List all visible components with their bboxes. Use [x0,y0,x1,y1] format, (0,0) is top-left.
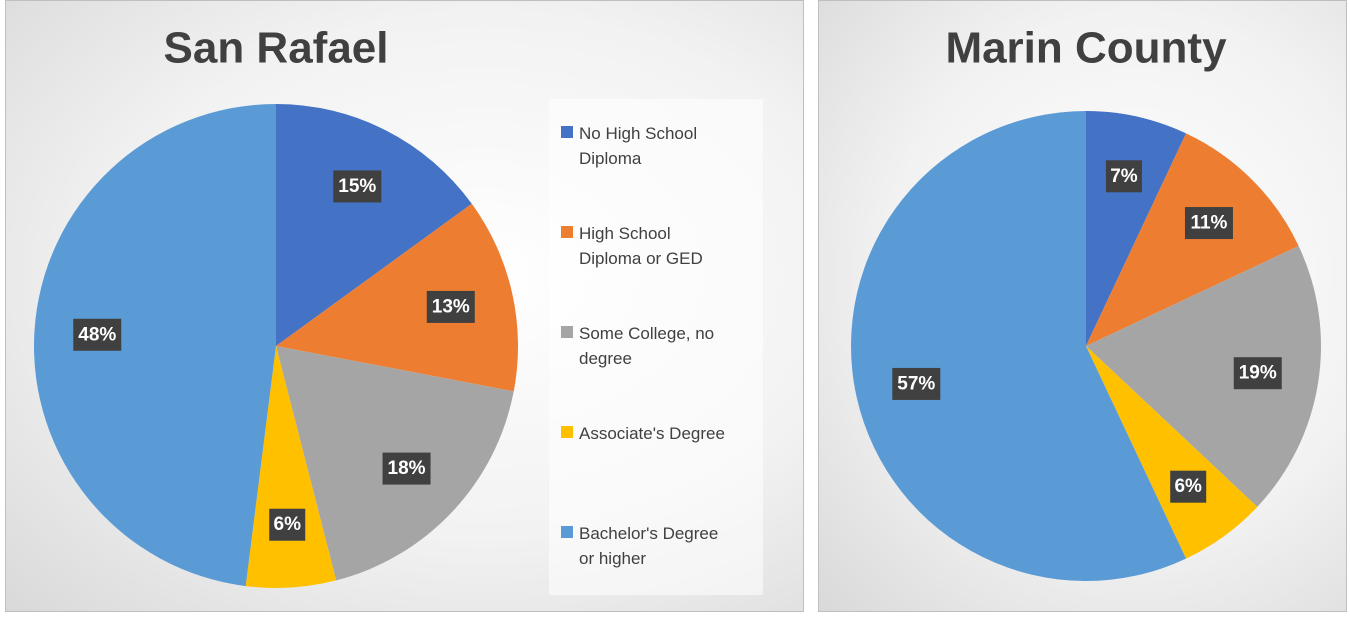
pie-slice [850,111,1187,581]
data-label: 57% [897,373,935,394]
legend-item: High School Diploma or GED [561,221,751,271]
chart: San Rafael 15% 13% 18% 6% 48% [34,24,518,588]
data-label: 18% [388,458,426,479]
chart-title: San Rafael [164,24,389,73]
chart-panel: San Rafael 15% 13% 18% 6% 48% No High School D… [5,0,804,612]
data-label: 11% [1190,213,1227,234]
pie-slice [276,104,472,346]
data-label-box [426,290,475,323]
data-label: 7% [1110,166,1138,187]
data-label: 48% [78,324,116,345]
data-label-box [333,170,382,203]
data-label-box [1170,470,1207,503]
data-label-box [1233,357,1282,390]
legend-item: Associate's Degree [561,421,751,446]
legend-swatch [561,226,573,238]
chart-panel: Marin County 7% 11% 19% 6% 57% [818,0,1347,612]
legend-label: Associate's Degree [579,424,725,443]
data-label-box [269,508,306,541]
data-label-box [382,452,431,485]
legend-item: Bachelor's Degree or higher [561,521,751,571]
legend-swatch [561,126,573,138]
data-label-box [1105,160,1142,193]
legend-swatch [561,326,573,338]
pie-slice [34,104,276,587]
chart-title: Marin County [945,24,1227,73]
chart: Marin County 7% 11% 19% 6% 57% [850,24,1321,581]
data-label-box [892,367,941,400]
data-label: 6% [1174,476,1202,497]
data-label: 13% [432,296,470,317]
pie-slice [245,346,337,588]
pie-slice [1086,346,1258,559]
data-label: 6% [274,514,302,535]
legend: No High School Diploma High School Diplom… [549,99,763,595]
pie-slice [1086,133,1299,346]
legend-swatch [561,426,573,438]
legend-label: Bachelor's Degree or higher [579,524,719,568]
data-label-box [73,318,122,351]
pie-slice [276,203,518,392]
legend-item: Some College, no degree [561,321,751,371]
data-label: 15% [338,176,376,197]
pie-slice [1086,245,1321,507]
legend-label: High School Diploma or GED [579,224,703,268]
legend-swatch [561,526,573,538]
data-label-box [1184,207,1233,240]
legend-label: Some College, no degree [579,324,715,368]
data-label: 19% [1239,363,1277,384]
legend-label: No High School Diploma [579,124,698,168]
legend-item: No High School Diploma [561,121,751,171]
